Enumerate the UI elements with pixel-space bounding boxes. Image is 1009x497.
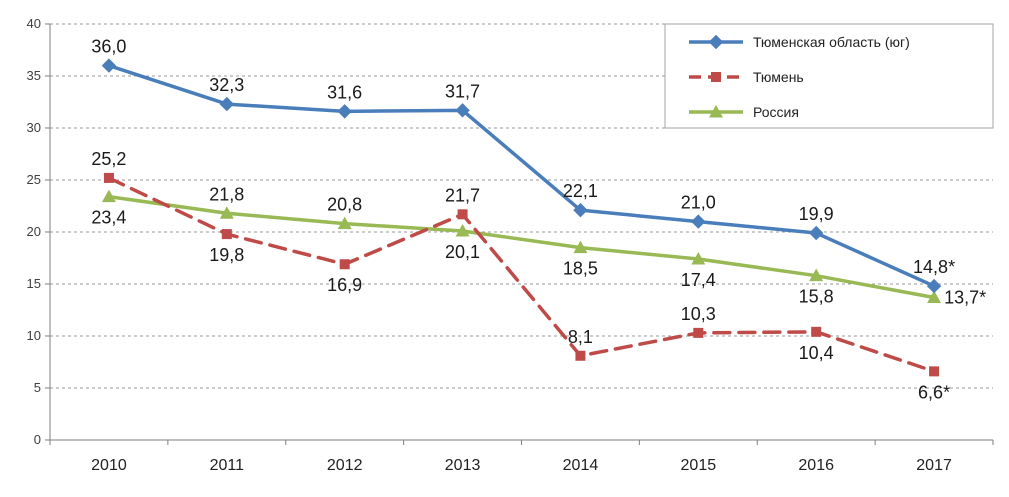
legend-marker-3 bbox=[709, 105, 723, 118]
data-label: 8,1 bbox=[568, 327, 593, 347]
series-2-line bbox=[107, 176, 936, 374]
series-2-point bbox=[457, 209, 468, 220]
series-1-point bbox=[219, 96, 235, 112]
legend-label-2: Тюмень bbox=[753, 69, 804, 85]
data-label: 18,5 bbox=[563, 259, 598, 279]
series-3-point bbox=[455, 223, 470, 237]
legend-label-3: Россия bbox=[753, 104, 799, 120]
series-1-point bbox=[808, 225, 824, 241]
data-label: 15,8 bbox=[799, 287, 834, 307]
data-label: 19,9 bbox=[799, 204, 834, 224]
data-label: 31,6 bbox=[327, 82, 362, 102]
data-label: 17,4 bbox=[681, 270, 716, 290]
y-tick-label: 0 bbox=[34, 432, 41, 447]
series-1-point bbox=[691, 214, 706, 229]
series-2-point bbox=[811, 326, 822, 337]
x-tick-label: 2011 bbox=[210, 457, 245, 474]
data-label: 20,8 bbox=[327, 195, 362, 215]
legend-marker-1 bbox=[708, 34, 724, 50]
x-tick-label: 2017 bbox=[916, 457, 952, 474]
series-3-point bbox=[219, 206, 234, 219]
y-tick-label: 20 bbox=[27, 224, 41, 239]
series-1-point bbox=[455, 103, 470, 118]
series bbox=[101, 58, 942, 377]
series-2-point bbox=[575, 350, 586, 361]
series-3-line bbox=[107, 194, 936, 300]
series-1-line bbox=[107, 63, 936, 288]
series-1-point bbox=[573, 202, 588, 218]
data-label: 16,9 bbox=[327, 275, 362, 295]
data-label: 21,7 bbox=[445, 185, 480, 205]
x-tick-label: 2015 bbox=[681, 457, 717, 474]
series-2-point bbox=[103, 172, 114, 183]
series-2-point bbox=[693, 327, 704, 338]
y-tick-label: 40 bbox=[27, 16, 41, 31]
data-labels: 36,0 32,3 31,6 31,7 22,1 21,0 19,9 14,8* 25,2 19,… bbox=[91, 37, 986, 403]
data-label: 13,7* bbox=[944, 288, 986, 308]
axes: 0 5 10 15 20 25 30 35 40 2010 2011 2012 2013 2014 2015… bbox=[27, 16, 994, 474]
y-tick-label: 30 bbox=[27, 120, 41, 135]
data-label: 21,0 bbox=[681, 193, 716, 213]
x-tick-label: 2012 bbox=[327, 457, 363, 474]
series-3-point bbox=[337, 216, 352, 230]
gridlines bbox=[50, 23, 993, 389]
series-1-point bbox=[926, 278, 942, 294]
y-tick-label: 15 bbox=[27, 276, 41, 291]
legend: Тюменская область (юг) Тюмень Россия bbox=[664, 23, 994, 129]
data-label: 22,1 bbox=[563, 181, 598, 201]
data-label: 25,2 bbox=[91, 149, 126, 169]
data-label: 36,0 bbox=[91, 37, 126, 57]
series-3-point bbox=[101, 189, 116, 203]
x-tick-label: 2010 bbox=[91, 457, 127, 474]
y-tick-label: 10 bbox=[27, 328, 41, 343]
data-label: 19,8 bbox=[209, 245, 244, 265]
series-2-point bbox=[929, 366, 940, 377]
series-1-point bbox=[101, 58, 117, 73]
y-tick-label: 25 bbox=[27, 172, 41, 187]
y-tick-label: 35 bbox=[27, 68, 41, 83]
series-3-point bbox=[927, 290, 942, 304]
data-label: 6,6* bbox=[918, 382, 950, 402]
data-label: 32,3 bbox=[209, 75, 244, 95]
data-label: 31,7 bbox=[445, 81, 480, 101]
y-tick-label: 5 bbox=[34, 380, 41, 395]
series-2-point bbox=[339, 259, 350, 270]
data-label: 20,1 bbox=[445, 242, 480, 262]
data-label: 23,4 bbox=[91, 208, 126, 228]
legend-marker-2 bbox=[711, 72, 721, 82]
series-1-point bbox=[337, 104, 352, 119]
data-label: 14,8* bbox=[913, 257, 955, 277]
series-3-point bbox=[691, 252, 706, 265]
legend-label-1: Тюменская область (юг) bbox=[753, 34, 910, 50]
data-label: 21,8 bbox=[209, 184, 244, 204]
series-3-point bbox=[809, 268, 824, 282]
x-tick-label: 2014 bbox=[563, 457, 599, 474]
data-label: 10,3 bbox=[681, 304, 716, 324]
x-tick-label: 2013 bbox=[445, 457, 481, 474]
data-label: 10,4 bbox=[799, 343, 834, 363]
series-2-point bbox=[221, 229, 232, 240]
series-3-point bbox=[573, 240, 588, 254]
x-tick-label: 2016 bbox=[798, 457, 834, 474]
